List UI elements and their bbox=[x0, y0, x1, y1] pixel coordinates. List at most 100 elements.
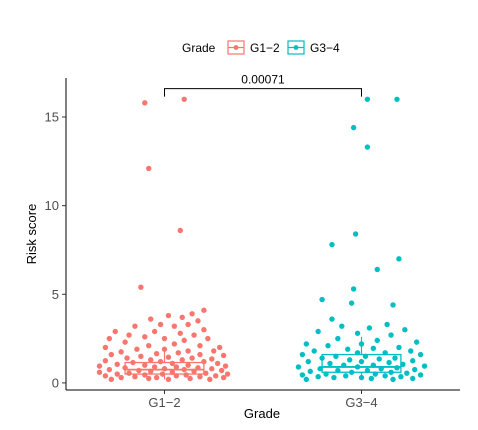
data-point bbox=[153, 350, 160, 357]
data-point bbox=[132, 374, 138, 380]
legend-label-g3-4: G3−4 bbox=[310, 41, 340, 55]
plot-area bbox=[96, 96, 428, 383]
data-point bbox=[388, 369, 394, 375]
data-point bbox=[142, 372, 148, 378]
data-point bbox=[341, 362, 347, 368]
data-point bbox=[165, 312, 172, 319]
data-point bbox=[325, 342, 331, 349]
data-point bbox=[402, 327, 408, 333]
data-point bbox=[305, 358, 312, 365]
data-point bbox=[213, 373, 219, 379]
data-point bbox=[408, 348, 414, 354]
data-point bbox=[157, 321, 164, 328]
data-point bbox=[161, 346, 168, 352]
data-point bbox=[108, 351, 115, 358]
data-point bbox=[224, 371, 231, 377]
data-point bbox=[211, 348, 217, 354]
data-point bbox=[102, 358, 109, 364]
data-point bbox=[134, 346, 140, 352]
data-point bbox=[376, 356, 382, 362]
data-point bbox=[382, 373, 388, 379]
data-point bbox=[169, 369, 176, 375]
data-point bbox=[197, 342, 203, 349]
data-point bbox=[352, 231, 359, 237]
data-point bbox=[386, 359, 392, 366]
data-point bbox=[339, 323, 345, 329]
data-point bbox=[96, 363, 103, 369]
data-point bbox=[384, 321, 390, 328]
data-point bbox=[323, 371, 329, 377]
data-point bbox=[138, 353, 144, 360]
data-point bbox=[329, 316, 335, 322]
data-point bbox=[171, 323, 178, 329]
data-point bbox=[350, 286, 357, 292]
data-point bbox=[122, 365, 128, 371]
series-G3-4 bbox=[295, 96, 428, 383]
data-point bbox=[181, 337, 187, 344]
data-point bbox=[364, 96, 371, 102]
data-point bbox=[299, 351, 306, 358]
data-point bbox=[209, 366, 215, 372]
data-point bbox=[396, 256, 402, 262]
x-axis-ticks: G1−2 G3−4 bbox=[148, 390, 378, 410]
data-point bbox=[335, 335, 341, 342]
data-point bbox=[411, 366, 418, 373]
data-point bbox=[201, 358, 207, 365]
x-tick-label: G3−4 bbox=[345, 395, 377, 410]
data-point bbox=[197, 351, 203, 358]
data-point bbox=[142, 334, 148, 340]
x-tick-label: G1−2 bbox=[148, 395, 180, 410]
data-point bbox=[354, 364, 361, 370]
data-point bbox=[146, 165, 152, 172]
data-point bbox=[398, 374, 404, 380]
data-point bbox=[148, 316, 154, 322]
data-point bbox=[195, 318, 201, 324]
data-point bbox=[146, 342, 152, 349]
data-point bbox=[333, 353, 339, 360]
legend-item-g3-4: G3−4 bbox=[287, 40, 340, 55]
x-axis-title: Grade bbox=[244, 406, 280, 421]
data-point bbox=[185, 321, 191, 328]
data-point bbox=[175, 350, 181, 356]
data-point bbox=[311, 348, 317, 354]
data-point bbox=[382, 350, 388, 356]
data-point bbox=[151, 364, 158, 370]
data-point bbox=[370, 362, 377, 368]
data-point bbox=[368, 375, 375, 382]
data-point bbox=[122, 339, 128, 345]
data-point bbox=[189, 311, 195, 317]
data-point bbox=[335, 367, 341, 374]
data-point bbox=[366, 325, 373, 331]
data-point bbox=[114, 371, 120, 377]
data-point bbox=[124, 355, 130, 361]
data-point bbox=[185, 362, 191, 368]
data-point bbox=[96, 369, 103, 375]
data-point bbox=[417, 351, 424, 358]
data-point bbox=[179, 314, 185, 321]
data-point bbox=[327, 360, 333, 367]
data-point bbox=[161, 335, 168, 342]
data-point bbox=[410, 375, 416, 382]
data-point bbox=[191, 332, 197, 338]
data-point bbox=[374, 266, 380, 273]
data-point bbox=[307, 368, 313, 375]
data-point bbox=[108, 376, 115, 383]
data-point bbox=[299, 372, 306, 378]
data-point bbox=[148, 357, 154, 363]
data-point bbox=[346, 357, 353, 363]
data-point bbox=[142, 362, 148, 368]
data-point bbox=[114, 361, 120, 367]
data-point bbox=[364, 367, 371, 374]
data-point bbox=[187, 375, 193, 382]
legend-item-g1-2: G1−2 bbox=[227, 40, 280, 55]
data-point bbox=[169, 360, 176, 367]
data-point bbox=[173, 364, 180, 370]
data-point bbox=[358, 374, 365, 381]
data-point bbox=[177, 227, 183, 234]
significance-bracket: 0.00071 bbox=[164, 73, 362, 97]
data-point bbox=[183, 372, 189, 378]
data-point bbox=[303, 341, 310, 347]
data-point bbox=[362, 353, 369, 360]
data-point bbox=[392, 355, 398, 361]
